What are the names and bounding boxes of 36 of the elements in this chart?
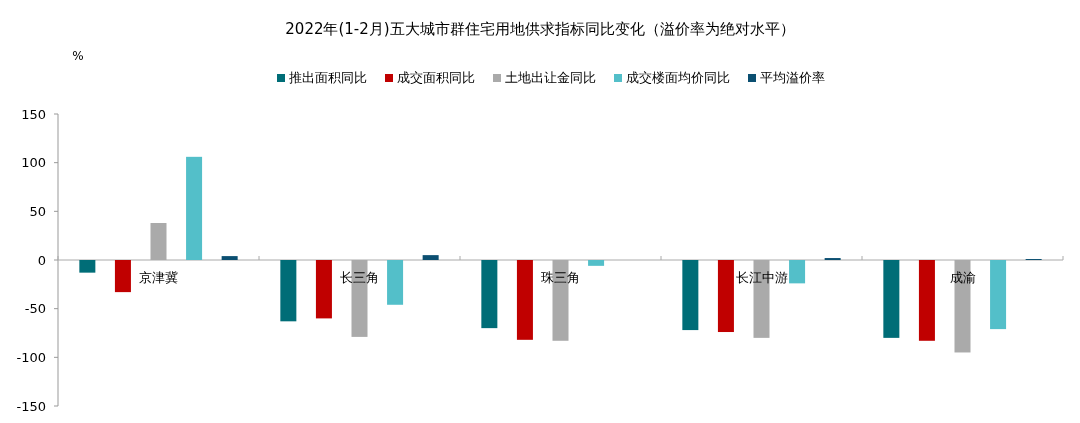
y-tick-label: 0	[37, 252, 46, 268]
bar	[387, 260, 404, 305]
legend-label: 成交楼面均价同比	[626, 70, 730, 86]
bar	[516, 260, 533, 340]
bar	[79, 260, 96, 273]
bar	[717, 260, 734, 333]
bar	[481, 260, 498, 329]
bar	[186, 156, 203, 260]
y-tick-label: -150	[16, 398, 46, 414]
bar	[682, 260, 699, 331]
x-tick-label: 长三角	[340, 270, 379, 285]
y-axis-title: %	[72, 49, 84, 63]
bar	[789, 260, 806, 284]
bar	[990, 260, 1007, 330]
y-tick-label: -100	[16, 349, 46, 365]
y-tick-label: 150	[21, 106, 46, 122]
bar	[114, 260, 131, 293]
bar	[918, 260, 935, 341]
bar	[221, 256, 238, 260]
bar	[422, 255, 439, 260]
x-tick-label: 珠三角	[541, 270, 580, 285]
legend-label: 平均溢价率	[760, 70, 825, 86]
chart-title: 2022年(1-2月)五大城市群住宅用地供求指标同比变化（溢价率为绝对水平）	[285, 20, 795, 38]
y-tick-label: -50	[24, 301, 46, 317]
x-tick-label: 成渝	[949, 270, 976, 285]
legend-label: 土地出让金同比	[505, 70, 596, 86]
y-tick-label: 50	[29, 203, 46, 219]
x-tick-label: 京津冀	[139, 270, 178, 285]
bar	[588, 260, 605, 266]
bar	[883, 260, 900, 338]
legend-label: 推出面积同比	[289, 70, 367, 86]
bar	[315, 260, 332, 319]
y-tick-label: 100	[21, 155, 46, 171]
x-tick-label: 长江中游	[735, 270, 788, 285]
legend-label: 成交面积同比	[397, 70, 475, 86]
bar	[280, 260, 297, 322]
